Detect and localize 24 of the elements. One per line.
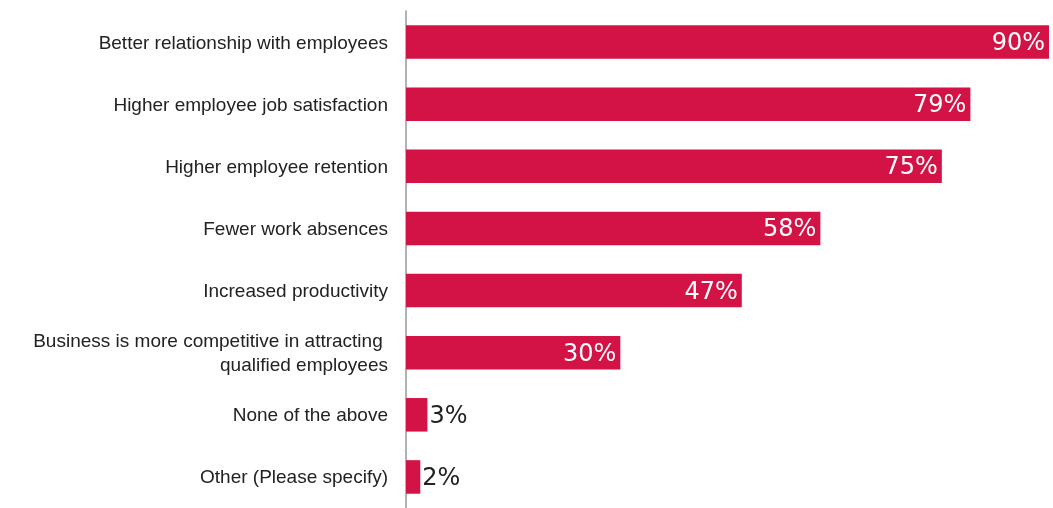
data-label: 30% xyxy=(562,338,617,367)
bar xyxy=(406,335,621,370)
y-tick-label: Increased productivity xyxy=(203,280,389,302)
bar xyxy=(406,460,421,494)
data-label: 58% xyxy=(763,214,817,243)
bar xyxy=(406,273,742,308)
y-tick-label: Business is more competitive in attracting qualified employees xyxy=(33,330,388,376)
y-tick-label: Fewer work absences xyxy=(203,217,388,239)
data-label: 79% xyxy=(913,90,967,119)
data-label: 2% xyxy=(422,462,461,491)
y-tick-label: None of the above xyxy=(232,404,388,426)
y-tick-label: Higher employee retention xyxy=(165,155,388,177)
bar xyxy=(406,149,942,184)
data-label: 47% xyxy=(684,276,738,305)
data-label: 90% xyxy=(991,28,1045,57)
y-tick-label: Better relationship with employees xyxy=(98,31,388,53)
data-label: 3% xyxy=(429,400,468,429)
bar xyxy=(406,25,1049,59)
bar xyxy=(406,398,428,432)
data-label: 75% xyxy=(884,152,938,181)
y-tick-label: Other (Please specify) xyxy=(200,466,388,488)
y-tick-label: Higher employee job satisfaction xyxy=(113,93,388,115)
bar xyxy=(406,211,821,246)
bar xyxy=(406,87,971,121)
